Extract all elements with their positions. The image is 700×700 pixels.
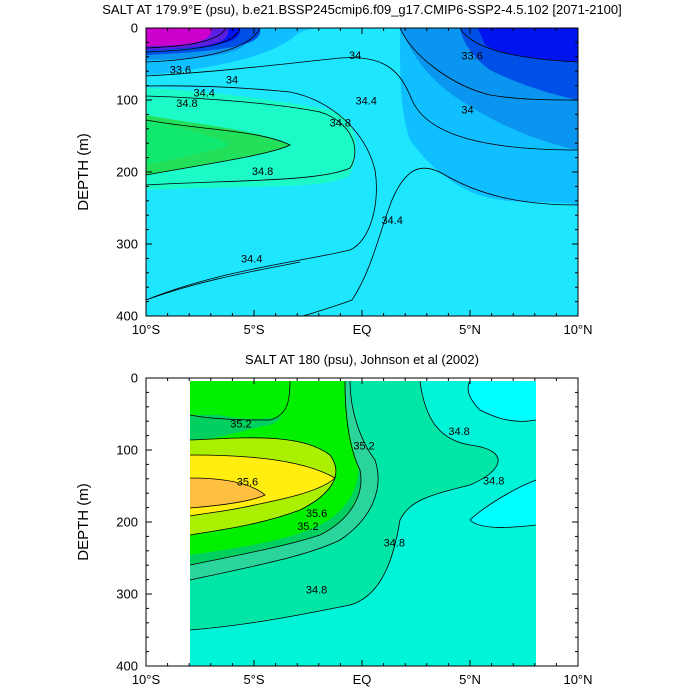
top-contour-line-33.6-west [146, 28, 261, 63]
bottom-x-ticks: 10°S 5°S EQ 5°N 10°N [132, 378, 593, 687]
top-contour-line-33.6-east [399, 28, 578, 101]
top-fill-32.0-32.4 [146, 28, 212, 46]
top-contour-line-34.8 [146, 95, 356, 186]
top-contour-line-33.2-west [146, 28, 241, 53]
bottom-y-ticks: 0 100 200 300 400 [116, 371, 578, 674]
top-y-axis-label: DEPTH (m) [75, 133, 92, 211]
top-x-tick-label: 10°S [132, 322, 161, 337]
top-contour-line-32.8-west [146, 28, 227, 49]
bottom-contour-labels: 35.235.635.635.235.234.834.834.834.8 [230, 419, 504, 597]
top-contour-label: 34 [349, 50, 361, 62]
bottom-contour-line-34.6-deep-east [469, 479, 537, 528]
top-contour-label: 34.4 [241, 254, 262, 266]
top-contour-line-34.4-east [301, 167, 578, 316]
bottom-x-tick-label: EQ [353, 672, 372, 687]
bottom-y-tick-label: 400 [116, 659, 138, 674]
top-x-ticks: 10°S 5°S EQ 5°N 10°N [132, 28, 593, 337]
top-fill-35.6 [146, 120, 230, 165]
bottom-contour-fill [146, 378, 578, 666]
bottom-contour-label: 34.8 [448, 426, 469, 438]
top-contour-line-33.2-east [459, 28, 578, 63]
top-x-tick-label: 5°N [459, 322, 481, 337]
top-contour-line-35.2 [146, 119, 291, 176]
top-contour-line-34.4 [146, 85, 377, 301]
top-contour-label: 34.4 [356, 95, 377, 107]
bottom-x-tick-label: 5°N [459, 672, 481, 687]
top-chart-title: SALT AT 179.9°E (psu), b.e21.BSSP245cmip… [102, 2, 622, 17]
top-x-tick-label: EQ [353, 322, 372, 337]
bottom-x-tick-label: 10°S [132, 672, 161, 687]
top-y-tick-label: 100 [116, 93, 138, 108]
top-contour-fill [146, 28, 578, 316]
bottom-contour-label: 34.8 [483, 476, 504, 488]
bottom-contour-line-34.6-east [467, 380, 537, 422]
top-contour-labels: 33.63434.434.83434.434.834.834.434.433.6… [170, 50, 483, 266]
bottom-x-tick-label: 10°N [563, 672, 592, 687]
bottom-contour-lines [189, 380, 537, 631]
top-y-tick-label: 300 [116, 237, 138, 252]
bottom-contour-label: 35.2 [297, 521, 318, 533]
top-fill-33.6-34.0 [146, 28, 578, 150]
top-y-tick-label: 0 [131, 21, 138, 36]
bottom-fill-34.4-east [468, 381, 536, 528]
bottom-contour-label: 35.6 [237, 476, 258, 488]
bottom-contour-label: 34.8 [306, 584, 327, 596]
top-contour-lines [146, 28, 578, 316]
bottom-contour-label: 35.6 [306, 508, 327, 520]
bottom-y-tick-label: 200 [116, 515, 138, 530]
bottom-blank-west [146, 378, 190, 666]
top-contour-label: 34.8 [176, 98, 197, 110]
top-x-tick-label: 10°N [563, 322, 592, 337]
bottom-contour-line-36.0 [189, 477, 266, 509]
bottom-contour-label: 35.2 [353, 440, 374, 452]
bottom-contour-line-35.0 [189, 380, 379, 581]
bottom-y-tick-label: 100 [116, 443, 138, 458]
bottom-y-tick-label: 0 [131, 371, 138, 386]
top-contour-label: 34.4 [381, 215, 402, 227]
top-y-tick-label: 400 [116, 309, 138, 324]
bottom-contour-line-35.8 [189, 454, 336, 517]
bottom-contour-label: 35.2 [230, 419, 251, 431]
bottom-contour-label: 34.8 [384, 537, 405, 549]
bottom-chart-title: SALT AT 180 (psu), Johnson et al (2002) [245, 352, 479, 367]
top-fill-33.2-33.6 [146, 28, 578, 100]
top-contour-label: 34 [461, 105, 473, 117]
top-contour-label: 34.8 [330, 118, 351, 130]
bottom-contour-line-35.2 [189, 380, 362, 566]
top-contour-label: 34 [226, 74, 238, 86]
top-contour-label: 33.6 [170, 64, 191, 76]
top-contour-label: 34.8 [252, 166, 273, 178]
top-x-tick-label: 5°S [243, 322, 264, 337]
top-contour-line-34.4-deep [146, 261, 301, 301]
bottom-y-tick-label: 300 [116, 587, 138, 602]
bottom-x-tick-label: 5°S [243, 672, 264, 687]
bottom-blank-east [536, 378, 578, 666]
bottom-contour-line-34.8 [189, 380, 499, 631]
top-y-tick-label: 200 [116, 165, 138, 180]
bottom-contour-line-35.4-surface [189, 380, 291, 421]
top-contour-label: 33.6 [461, 51, 482, 63]
top-y-ticks: 0 100 200 300 400 [116, 21, 578, 324]
bottom-y-axis-label: DEPTH (m) [75, 483, 92, 561]
top-contour-line-34.0 [146, 57, 578, 151]
top-contour-label: 34.4 [194, 87, 215, 99]
